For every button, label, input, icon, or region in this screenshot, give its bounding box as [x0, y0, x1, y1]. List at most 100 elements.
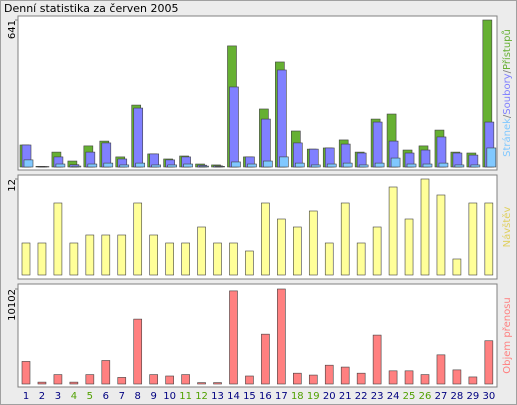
x-tick-label: 27: [435, 391, 448, 402]
bar: [390, 157, 401, 168]
bar: [372, 121, 383, 168]
x-tick-label: 30: [482, 391, 495, 402]
legend: Objem přenosu: [501, 297, 513, 373]
bar: [229, 86, 239, 168]
bar: [103, 162, 114, 168]
bar: [197, 226, 206, 276]
x-tick-label: 24: [387, 391, 400, 402]
bar: [293, 226, 302, 276]
bar: [181, 242, 190, 276]
x-tick-label: 11: [179, 391, 192, 402]
bar: [277, 69, 287, 168]
bar: [23, 159, 34, 168]
bar: [247, 163, 257, 168]
bar: [310, 164, 321, 168]
bar: [388, 370, 398, 385]
x-tick-label: 8: [135, 391, 141, 402]
bar: [149, 374, 158, 385]
bar: [470, 164, 481, 168]
x-tick-label: 12: [195, 391, 208, 402]
x-tick-label: 3: [55, 391, 61, 402]
x-tick-label: 5: [87, 391, 93, 402]
x-tick-label: 2: [39, 391, 45, 402]
bar: [436, 136, 447, 168]
bar: [438, 162, 449, 168]
bar: [452, 258, 462, 276]
bar: [37, 242, 47, 276]
bar: [277, 288, 286, 385]
legend-entry: Stránek: [501, 118, 513, 157]
bar: [324, 364, 334, 385]
bar: [324, 242, 334, 276]
bar: [199, 165, 209, 168]
bar: [420, 374, 430, 385]
bar: [436, 194, 446, 276]
x-tick-label: 20: [323, 391, 336, 402]
bar: [135, 162, 146, 168]
x-tick-label: 1: [23, 391, 29, 402]
bar: [422, 163, 433, 168]
bar: [452, 369, 462, 385]
bar: [213, 382, 222, 385]
bar: [69, 242, 79, 276]
x-tick-label: 9: [150, 391, 156, 402]
bar: [165, 375, 174, 385]
bar: [167, 164, 177, 168]
bar: [53, 374, 63, 385]
bar: [277, 218, 286, 276]
legend-separator: /: [502, 114, 513, 118]
bar: [279, 156, 289, 168]
bar: [342, 162, 353, 168]
legend-separator: /: [502, 69, 513, 73]
bar: [420, 178, 430, 276]
x-tick-label: 22: [355, 391, 368, 402]
bar: [53, 202, 63, 276]
y-tick-label: 12: [7, 179, 18, 192]
bar: [213, 242, 222, 276]
bar: [117, 234, 127, 276]
y-tick-label: 10102: [7, 289, 18, 321]
x-tick-label: 29: [467, 391, 480, 402]
bar: [55, 163, 66, 168]
x-tick-label: 13: [211, 391, 224, 402]
bar: [37, 381, 47, 385]
bar: [117, 377, 127, 385]
bar: [261, 333, 270, 385]
bar: [215, 166, 225, 168]
x-tick-label: 21: [339, 391, 352, 402]
y-tick-label: 641: [7, 20, 18, 39]
x-tick-label: 16: [259, 391, 272, 402]
bar: [181, 374, 190, 385]
bar: [356, 242, 366, 276]
bar: [406, 163, 417, 168]
bar: [229, 242, 238, 276]
x-tick-label: 23: [371, 391, 384, 402]
x-tick-label: 14: [227, 391, 240, 402]
legend: Návštěv: [501, 207, 513, 248]
bar: [295, 162, 305, 168]
bar: [101, 234, 111, 276]
bar: [85, 374, 95, 385]
x-tick-label: 18: [291, 391, 304, 402]
bar: [326, 163, 337, 168]
bar: [245, 250, 254, 276]
bar: [340, 202, 350, 276]
legend-entry: Přístupů: [501, 29, 513, 70]
legend-entry: Soubory: [502, 73, 513, 114]
bar: [358, 164, 369, 168]
bar: [101, 360, 111, 385]
x-tick-label: 26: [419, 391, 432, 402]
chart-title: Denní statistika za červen 2005: [4, 2, 179, 15]
bar: [231, 161, 241, 168]
bar: [340, 366, 350, 385]
bar: [356, 372, 366, 385]
bar: [197, 382, 206, 385]
x-tick-label: 19: [307, 391, 320, 402]
bar: [69, 381, 79, 385]
bar: [388, 186, 398, 276]
panel-frame: [17, 174, 498, 280]
bar: [245, 375, 254, 385]
bar: [454, 164, 465, 168]
bar: [151, 164, 161, 168]
